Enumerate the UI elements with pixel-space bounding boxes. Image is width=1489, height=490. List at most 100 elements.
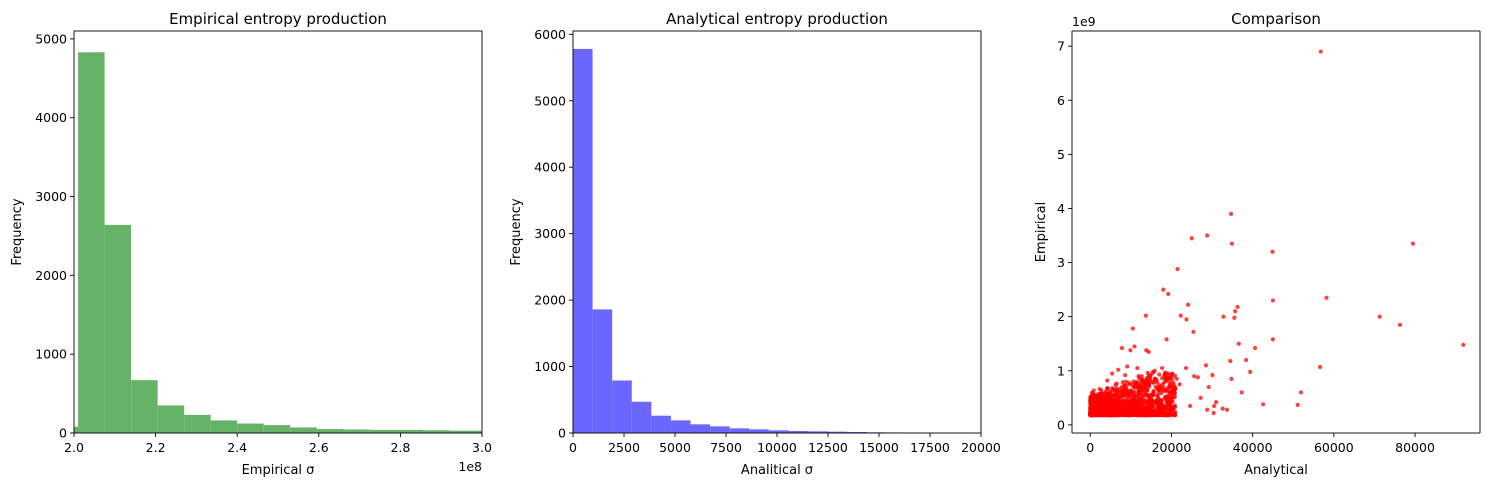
scatter-point xyxy=(1132,384,1137,389)
panel2-ytick-label: 0 xyxy=(558,426,566,441)
scatter-point xyxy=(1172,403,1178,408)
scatter-point xyxy=(1132,412,1137,417)
histogram-bar xyxy=(74,426,79,433)
scatter-point xyxy=(1147,404,1152,409)
panel2-frame xyxy=(572,30,982,434)
scatter-point xyxy=(1121,388,1126,393)
scatter-point xyxy=(1119,345,1125,351)
scatter-point xyxy=(1298,390,1304,395)
panel2-xtick-label: 12500 xyxy=(808,440,848,455)
panel1-x-offset: 1e8 xyxy=(458,459,482,474)
scatter-point xyxy=(1128,413,1133,418)
scatter-point xyxy=(1195,375,1200,380)
scatter-point xyxy=(1113,387,1118,392)
scatter-point xyxy=(1160,409,1165,414)
scatter-point xyxy=(1088,407,1093,412)
scatter-point xyxy=(1128,348,1133,353)
scatter-point xyxy=(1183,365,1189,371)
panel2-xtick-label: 20000 xyxy=(961,440,1001,455)
panel3-ytick-label: 3 xyxy=(1057,255,1065,270)
scatter-point xyxy=(1169,373,1174,378)
panel1-xtick-label: 2.0 xyxy=(64,440,84,455)
scatter-point xyxy=(1090,403,1096,409)
panel-comparison-scatter: Comparison 0 20000 40000 60000 80000 0 1 2 3 4 5 6… xyxy=(1034,10,1481,478)
scatter-point xyxy=(1101,402,1106,407)
panel3-y-ticks: 0 1 2 3 4 5 6 7 xyxy=(1057,39,1072,432)
scatter-point xyxy=(1132,389,1137,395)
scatter-point xyxy=(1113,412,1118,417)
histogram-bar xyxy=(808,431,828,433)
scatter-point xyxy=(1146,410,1152,416)
scatter-point xyxy=(1170,406,1175,411)
scatter-point xyxy=(1120,398,1126,404)
histogram-bar xyxy=(184,414,211,433)
panel2-xtick-label: 17500 xyxy=(910,440,950,455)
scatter-point xyxy=(1092,396,1097,401)
scatter-point xyxy=(1116,367,1121,372)
scatter-point xyxy=(1103,410,1108,415)
scatter-point xyxy=(1397,322,1403,327)
scatter-point xyxy=(1126,401,1131,407)
scatter-point xyxy=(1136,395,1141,400)
scatter-point xyxy=(1205,233,1210,238)
scatter-point xyxy=(1139,374,1144,379)
histogram-bar xyxy=(290,427,317,433)
histogram-bar xyxy=(690,424,711,433)
scatter-point xyxy=(1410,241,1416,246)
scatter-point xyxy=(1140,412,1146,417)
panel2-ytick-label: 4000 xyxy=(534,160,566,175)
scatter-point xyxy=(1162,385,1167,391)
scatter-point xyxy=(1137,383,1142,389)
panel2-xtick-label: 0 xyxy=(569,440,577,455)
histogram-bar xyxy=(449,430,476,433)
scatter-point xyxy=(1211,410,1216,416)
panel3-xlabel: Analytical xyxy=(1244,463,1308,478)
scatter-point xyxy=(1135,365,1140,371)
histogram-bar xyxy=(827,431,848,433)
panel3-xtick-label: 80000 xyxy=(1395,440,1435,455)
scatter-point xyxy=(1098,410,1103,415)
scatter-point xyxy=(1104,399,1110,404)
panel1-xlabel: Empirical σ xyxy=(242,463,315,478)
scatter-point xyxy=(1126,380,1131,385)
scatter-point xyxy=(1105,385,1110,391)
panel2-ylabel: Frequency xyxy=(509,198,524,265)
panel2-xtick-label: 5000 xyxy=(659,440,691,455)
scatter-point xyxy=(1324,295,1329,300)
histogram-bar xyxy=(631,401,652,433)
scatter-point xyxy=(1112,398,1117,403)
scatter-point xyxy=(1188,403,1193,409)
scatter-point xyxy=(1186,302,1191,307)
scatter-point xyxy=(1156,391,1161,396)
scatter-point xyxy=(1229,241,1235,246)
panel2-ytick-label: 6000 xyxy=(534,27,566,42)
panel3-xtick-label: 20000 xyxy=(1152,440,1192,455)
scatter-point xyxy=(1155,395,1161,400)
scatter-point xyxy=(1153,377,1158,382)
panel1-ytick-label: 2000 xyxy=(35,268,67,283)
scatter-point xyxy=(1175,266,1180,272)
histogram-bar xyxy=(157,405,185,433)
histogram-bar xyxy=(237,423,264,433)
scatter-point xyxy=(1134,380,1139,385)
scatter-point xyxy=(1145,387,1150,393)
panel1-ytick-label: 0 xyxy=(59,426,67,441)
scatter-point xyxy=(1113,382,1118,388)
scatter-point xyxy=(1189,236,1194,241)
scatter-point xyxy=(1105,378,1110,383)
scatter-point xyxy=(1128,391,1133,396)
histogram-bar xyxy=(573,48,593,434)
histogram-bar xyxy=(263,425,291,433)
scatter-point xyxy=(1158,400,1164,405)
scatter-point xyxy=(1152,412,1158,417)
scatter-point xyxy=(1108,390,1113,395)
scatter-point xyxy=(1145,376,1150,381)
panel3-ytick-label: 2 xyxy=(1057,309,1065,324)
panel3-xtick-label: 0 xyxy=(1086,440,1094,455)
scatter-point xyxy=(1228,358,1233,364)
panel3-xtick-label: 60000 xyxy=(1314,440,1354,455)
scatter-point xyxy=(1236,341,1241,346)
panel1-y-ticks: 0 1000 2000 3000 4000 5000 xyxy=(35,31,74,441)
scatter-point xyxy=(1091,412,1096,417)
